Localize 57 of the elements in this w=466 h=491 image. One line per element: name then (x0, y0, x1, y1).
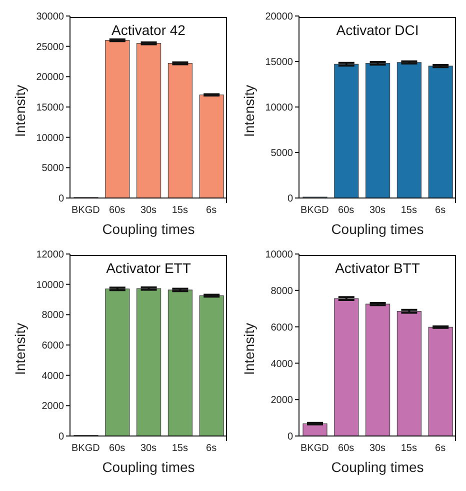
chart-title: Activator ETT (105, 260, 192, 276)
y-tick-label: 2000 (42, 401, 64, 412)
y-tick-label: 10000 (36, 132, 64, 144)
x-axis-title: Coupling times (331, 459, 424, 475)
x-tick-label: 30s (140, 443, 157, 454)
y-tick-label: 8000 (270, 286, 294, 297)
x-tick-label: 60s (109, 443, 126, 454)
y-tick-label: 4000 (270, 358, 294, 370)
x-tick-label: 15s (172, 205, 188, 216)
x-tick-label: 6s (206, 205, 217, 216)
x-tick-label: 60s (109, 205, 126, 216)
y-tick-label: 15000 (36, 102, 64, 114)
x-tick-label: 30s (140, 205, 157, 216)
x-tick-label: 6s (435, 443, 446, 454)
y-tick-label: 0 (287, 194, 294, 205)
x-tick-label: BKGD (72, 443, 100, 454)
y-axis-title: Intensity (240, 84, 257, 137)
y-tick-label: 0 (58, 194, 64, 205)
y-axis-title: Intensity (12, 322, 28, 375)
x-tick-label: 6s (206, 443, 217, 454)
y-tick-label: 6000 (270, 322, 294, 334)
y-tick-label: 2000 (270, 395, 294, 406)
x-axis-title: Coupling times (331, 221, 424, 237)
x-axis-title: Coupling times (102, 221, 195, 237)
x-tick-label: 15s (172, 443, 188, 454)
x-tick-label: 60s (338, 443, 354, 454)
y-tick-label: 5000 (42, 163, 64, 174)
y-tick-label: 5000 (270, 148, 294, 160)
y-tick-label: 6000 (42, 340, 64, 352)
y-axis-title: Intensity (240, 322, 257, 375)
x-tick-label: 15s (400, 205, 417, 216)
x-tick-label: BKGD (72, 205, 100, 216)
y-tick-label: 12000 (36, 250, 64, 261)
y-tick-label: 10000 (36, 280, 64, 291)
x-tick-label: 15s (400, 443, 417, 454)
chart-title: Activator DCI (335, 22, 420, 38)
y-tick-label: 15000 (265, 57, 294, 68)
y-tick-label: 0 (287, 432, 294, 443)
x-axis-title: Coupling times (102, 459, 195, 475)
chart-title: Activator BTT (334, 260, 421, 276)
x-tick-label: BKGD (300, 443, 329, 454)
y-tick-label: 4000 (42, 370, 64, 382)
x-tick-label: 60s (338, 205, 354, 216)
y-tick-label: 30000 (36, 12, 64, 23)
y-tick-label: 10000 (265, 250, 294, 261)
y-tick-label: 10000 (265, 102, 294, 114)
x-tick-label: 30s (369, 443, 386, 454)
y-tick-label: 25000 (36, 42, 64, 53)
y-tick-label: 8000 (42, 310, 64, 322)
chart-title: Activator 42 (110, 22, 186, 38)
x-tick-label: 6s (435, 205, 446, 216)
y-axis-title: Intensity (12, 84, 28, 137)
y-tick-label: 20000 (265, 12, 294, 23)
x-tick-label: BKGD (300, 205, 329, 216)
x-tick-label: 30s (369, 205, 386, 216)
y-tick-label: 0 (58, 432, 64, 443)
y-tick-label: 20000 (36, 72, 64, 84)
